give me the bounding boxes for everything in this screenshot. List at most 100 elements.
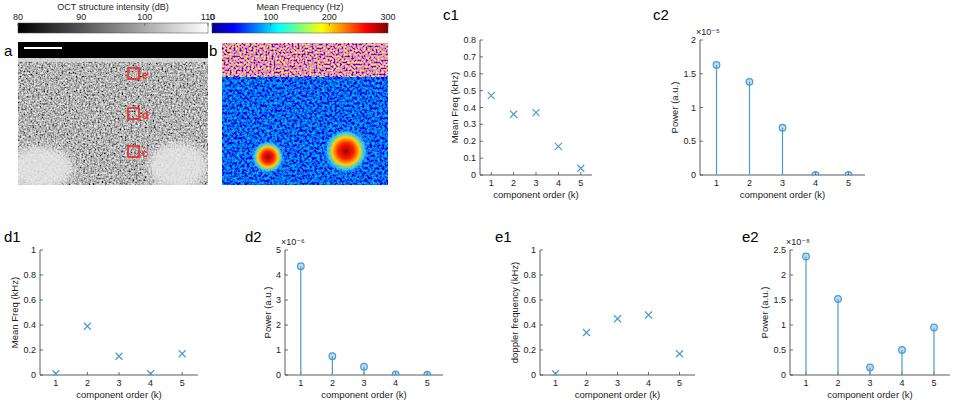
stem xyxy=(867,364,874,375)
axis-multiplier: ×10⁻⁵ xyxy=(696,27,720,37)
y-tick-label: 0 xyxy=(781,370,786,380)
roi-box xyxy=(128,108,139,119)
x-tick-label: 5 xyxy=(846,178,851,188)
x-tick-label: 4 xyxy=(646,378,651,388)
y-tick xyxy=(790,325,793,326)
x-axis-title: component order (k) xyxy=(321,389,407,400)
x-tick-label: 5 xyxy=(578,178,583,188)
y-tick xyxy=(285,275,288,276)
y-tick-label: 0.7 xyxy=(463,52,476,62)
plot: 1234500.20.40.60.81component order (k)Me… xyxy=(9,245,198,400)
y-tick-label: 0 xyxy=(31,370,36,380)
y-tick-label: 2.5 xyxy=(773,245,786,255)
y-axis-title: Power (a.u.) xyxy=(669,82,680,134)
y-tick-label: 0.4 xyxy=(23,320,36,330)
y-tick xyxy=(700,141,703,142)
x-tick-label: 1 xyxy=(489,178,494,188)
roi-label: e xyxy=(142,69,148,81)
x-tick-label: 5 xyxy=(180,378,185,388)
stem xyxy=(424,371,431,375)
x-tick-label: 2 xyxy=(330,378,335,388)
x-tick-label: 4 xyxy=(813,178,818,188)
marks xyxy=(803,253,938,375)
y-tick xyxy=(480,56,483,57)
y-tick xyxy=(540,300,543,301)
y-tick xyxy=(40,250,43,251)
y-tick xyxy=(285,250,288,251)
y-tick-label: 0.8 xyxy=(23,270,36,280)
scale-bar xyxy=(24,47,62,49)
plot-area xyxy=(790,250,950,375)
roi-label: c xyxy=(142,147,148,159)
y-axis xyxy=(790,250,791,375)
panel-label: e1 xyxy=(495,228,512,245)
surface xyxy=(18,58,208,62)
stem xyxy=(746,79,753,175)
colorbar-tick xyxy=(270,23,271,26)
stem xyxy=(713,62,720,175)
y-tick xyxy=(540,325,543,326)
point xyxy=(555,143,562,150)
colorbar-tick-label: 90 xyxy=(76,12,86,22)
y-tick xyxy=(790,300,793,301)
y-tick xyxy=(480,73,483,74)
y-tick xyxy=(480,124,483,125)
x-tick-label: 2 xyxy=(584,378,589,388)
point xyxy=(614,315,621,322)
point xyxy=(533,109,540,116)
point xyxy=(676,350,683,357)
y-axis-title: Mean Freq (kHz) xyxy=(449,72,460,143)
marks xyxy=(713,62,852,176)
x-tick xyxy=(182,372,183,375)
y-tick-label: 1 xyxy=(691,103,696,113)
y-tick-label: 2 xyxy=(781,270,786,280)
x-tick-label: 3 xyxy=(533,178,538,188)
plot-area xyxy=(540,250,695,375)
panel-label: a xyxy=(4,42,13,59)
stem xyxy=(329,353,336,375)
stem xyxy=(812,172,819,176)
y-axis xyxy=(285,250,286,375)
stem xyxy=(803,253,810,375)
x-tick-label: 5 xyxy=(677,378,682,388)
colorbar-tick-label: 80 xyxy=(13,12,23,22)
plot-area xyxy=(40,250,198,375)
y-tick-label: 0.2 xyxy=(463,136,476,146)
colorbar-tick-label: 0 xyxy=(209,12,214,22)
colorbar-tick xyxy=(388,23,389,26)
y-tick xyxy=(540,375,543,376)
y-tick-label: 0.5 xyxy=(683,136,696,146)
y-tick xyxy=(285,350,288,351)
x-tick-label: 3 xyxy=(116,378,121,388)
colorbar-tick-label: 110 xyxy=(201,12,215,22)
y-tick xyxy=(480,107,483,108)
colorbar-title: Mean Frequency (Hz) xyxy=(256,2,343,12)
y-tick xyxy=(540,350,543,351)
y-tick-label: 0.6 xyxy=(523,295,536,305)
y-tick-label: 0.4 xyxy=(463,103,476,113)
y-tick-label: 0.2 xyxy=(523,345,536,355)
y-tick-label: 0 xyxy=(471,170,476,180)
x-tick-label: 1 xyxy=(803,378,808,388)
point xyxy=(577,165,584,172)
colorbar: Mean Frequency (Hz)0100200300 xyxy=(209,2,395,33)
panel-label: d1 xyxy=(4,228,21,245)
x-tick xyxy=(491,172,492,175)
y-axis-title: doppler frequency (kHz) xyxy=(509,262,520,363)
x-tick-label: 3 xyxy=(361,378,366,388)
y-tick xyxy=(790,375,793,376)
x-tick-label: 5 xyxy=(931,378,936,388)
stem xyxy=(899,347,906,375)
y-tick-label: 3 xyxy=(276,295,281,305)
roi-box xyxy=(128,68,139,79)
y-tick-label: 0.6 xyxy=(23,295,36,305)
marks xyxy=(52,323,185,376)
air-region xyxy=(18,42,208,58)
plot: 1234500.10.20.30.40.50.60.70.8component … xyxy=(449,35,592,200)
y-axis-title: Mean Freq (kHz) xyxy=(9,277,20,348)
stem xyxy=(392,371,399,375)
x-tick-label: 5 xyxy=(425,378,430,388)
y-tick xyxy=(480,158,483,159)
y-tick-label: 0 xyxy=(691,170,696,180)
point xyxy=(116,353,123,360)
